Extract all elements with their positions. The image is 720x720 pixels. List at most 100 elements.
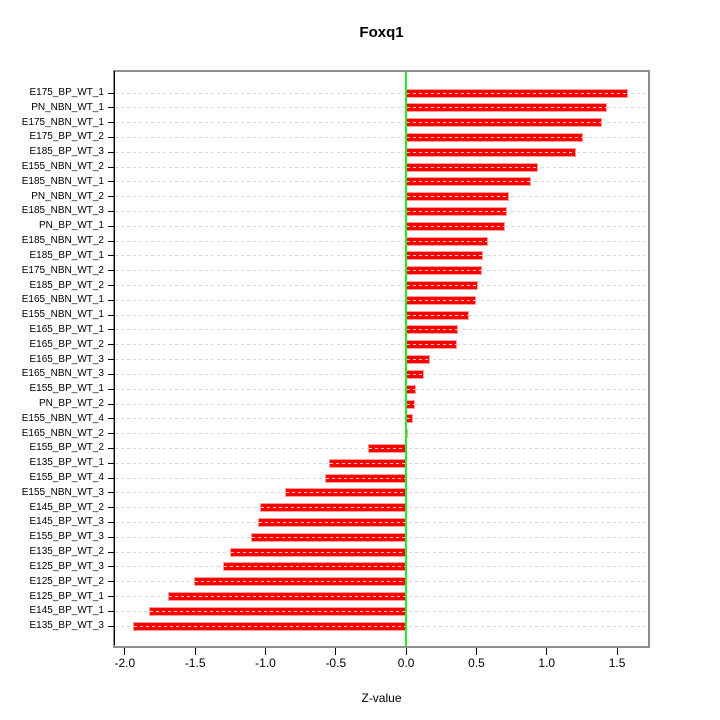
grid-line <box>115 240 648 242</box>
bar-gridline-overlay <box>407 403 414 405</box>
bar-gridline-overlay <box>407 270 482 272</box>
bar-gridline-overlay <box>286 492 406 494</box>
bar <box>328 458 407 468</box>
bar-gridline-overlay <box>260 507 406 509</box>
y-tick-label: E155_BP_WT_2 <box>29 442 105 454</box>
bar-gridline-overlay <box>231 551 406 553</box>
grid-line <box>115 403 648 405</box>
y-tick-label: E135_BP_WT_3 <box>29 620 105 632</box>
y-axis-tick <box>108 388 115 390</box>
y-axis-tick <box>108 492 115 494</box>
x-axis-tick <box>616 648 618 655</box>
y-axis-tick <box>108 314 115 316</box>
y-axis-tick <box>108 403 115 405</box>
y-axis-tick <box>108 566 115 568</box>
y-tick-label: E175_BP_WT_2 <box>29 131 105 143</box>
x-axis-tick <box>546 648 548 655</box>
grid-line <box>115 314 648 316</box>
bar <box>223 562 407 572</box>
y-axis-tick <box>108 151 115 153</box>
zero-reference-line <box>405 72 408 646</box>
y-axis-tick <box>108 418 115 420</box>
y-axis-tick <box>108 433 115 435</box>
y-tick-label: E185_BP_WT_3 <box>29 146 105 158</box>
grid-line <box>115 166 648 168</box>
y-axis-tick <box>108 536 115 538</box>
bar-gridline-overlay <box>407 225 504 227</box>
x-tick-label: -1.5 <box>184 656 206 670</box>
y-axis-tick <box>108 136 115 138</box>
bar <box>406 147 577 157</box>
bar-gridline-overlay <box>407 151 576 153</box>
chart-title: Foxq1 <box>359 24 404 41</box>
bar <box>406 369 425 379</box>
grid-line <box>115 122 648 124</box>
x-tick-label: -1.0 <box>255 656 276 670</box>
bar <box>230 547 407 557</box>
x-axis-tick <box>405 648 407 655</box>
y-tick-label: E185_BP_WT_2 <box>29 279 105 291</box>
y-tick-label: E145_BP_WT_1 <box>29 605 105 617</box>
grid-line <box>115 388 648 390</box>
grid-line <box>115 359 648 361</box>
bar <box>406 414 414 424</box>
grid-line <box>115 151 648 153</box>
y-axis-tick <box>108 447 115 449</box>
x-tick-label: -2.0 <box>114 656 136 670</box>
grid-line <box>115 196 648 198</box>
bar-gridline-overlay <box>407 122 601 124</box>
bar-gridline-overlay <box>407 344 456 346</box>
y-tick-label: PN_NBN_WT_2 <box>31 190 104 202</box>
y-tick-label: E175_NBN_WT_1 <box>21 116 104 128</box>
x-axis-tick <box>335 648 337 655</box>
bar <box>406 384 416 394</box>
y-axis-tick <box>108 166 115 168</box>
y-tick-label: PN_NBN_WT_1 <box>31 101 104 113</box>
y-tick-label: E165_NBN_WT_3 <box>21 368 104 380</box>
bar-gridline-overlay <box>407 136 583 138</box>
plot-area: E175_BP_WT_1 PN_NBN_WT_1 E175_NBN_WT_1 E175… <box>22 72 648 670</box>
bar <box>251 532 407 542</box>
bar <box>406 88 629 98</box>
bar <box>406 281 478 291</box>
bar-gridline-overlay <box>407 329 458 331</box>
y-axis-tick <box>108 462 115 464</box>
y-tick-label: E145_BP_WT_3 <box>29 516 105 528</box>
bar <box>406 295 477 305</box>
bar-gridline-overlay <box>134 625 406 627</box>
grid-line <box>115 433 648 435</box>
bar <box>368 443 407 453</box>
x-axis-title: Z-value <box>361 691 402 705</box>
y-tick-label: E175_NBN_WT_2 <box>21 264 104 276</box>
bar-gridline-overlay <box>407 285 477 287</box>
y-axis-tick <box>108 610 115 612</box>
y-axis-tick <box>108 329 115 331</box>
bar-gridline-overlay <box>407 359 430 361</box>
y-axis-tick <box>108 107 115 109</box>
bar-gridline-overlay <box>149 610 406 612</box>
x-tick-label: 0.5 <box>468 656 485 670</box>
grid-line <box>115 210 648 212</box>
y-tick-label: PN_BP_WT_2 <box>38 398 104 409</box>
y-tick-label: E165_BP_WT_1 <box>29 323 105 335</box>
bar-gridline-overlay <box>369 447 406 449</box>
y-axis-tick <box>108 299 115 301</box>
grid-line <box>115 255 648 257</box>
grid-line <box>115 181 648 183</box>
y-tick-label: E155_NBN_WT_1 <box>21 309 104 321</box>
y-tick-label: E135_BP_WT_1 <box>29 457 105 469</box>
grid-line <box>115 285 648 287</box>
x-tick-label: 0.0 <box>397 656 415 670</box>
y-axis-tick <box>108 359 115 361</box>
y-axis-tick <box>108 477 115 479</box>
y-tick-label: E155_BP_WT_1 <box>29 383 105 395</box>
bar-gridline-overlay <box>407 107 607 109</box>
grid-line <box>115 418 648 420</box>
bar <box>406 132 584 142</box>
bar <box>133 621 407 631</box>
bar <box>406 310 470 320</box>
y-tick-label: E185_NBN_WT_3 <box>21 205 104 217</box>
x-tick-label: 1.5 <box>608 656 626 670</box>
y-axis-tick <box>108 507 115 509</box>
